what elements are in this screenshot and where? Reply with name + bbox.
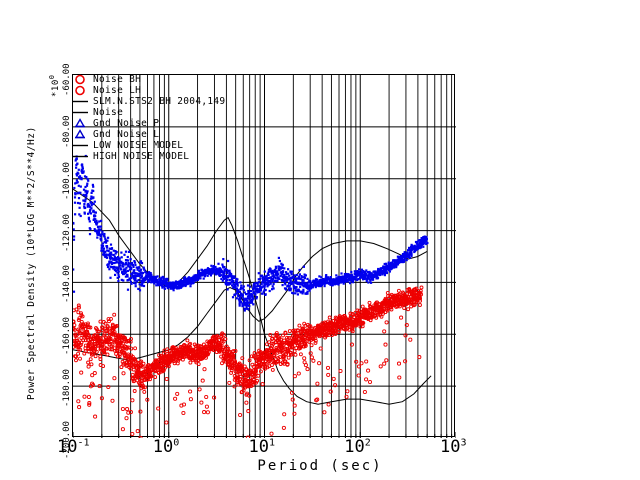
legend-item-label: HIGH NOISE MODEL (93, 151, 190, 162)
legend-item: Gnd Noise P (70, 118, 270, 129)
legend-line-icon (72, 151, 90, 162)
legend-item-label: SLM.N.STS2 BH 2004,149 (93, 96, 226, 107)
legend-item: Gnd Noise L (70, 129, 270, 140)
x-tick-label: 10-1 (57, 437, 90, 457)
grid-lines (73, 75, 456, 438)
legend-item-label: Gnd Noise L (93, 129, 160, 140)
series-noise-bh (73, 154, 429, 312)
y-tick-label: -100.00 (62, 161, 72, 200)
y-axis-exponent: *100 (48, 75, 61, 97)
series-noise-lh (73, 285, 424, 438)
legend-item-label: Gnd Noise P (93, 118, 160, 129)
y-tick-label: -180.00 (62, 369, 72, 408)
legend-line-icon (72, 140, 90, 151)
legend-item-label: Noise BH (93, 74, 142, 85)
legend-circle-icon (72, 85, 90, 96)
legend-item: HIGH NOISE MODEL (70, 151, 270, 162)
x-tick-label: 102 (344, 437, 371, 457)
plot-frame (72, 74, 456, 438)
legend-line-icon (72, 96, 90, 107)
y-axis-title: Power Spectral Density (10*LOG M**2/S**4… (26, 126, 37, 400)
y-exponent-base: *10 (51, 79, 61, 97)
plot-canvas (73, 75, 456, 438)
x-axis-title: Period (sec) (257, 458, 383, 474)
legend-item: LOW NOISE MODEL (70, 140, 270, 151)
legend-item: SLM.N.STS2 BH 2004,149 (70, 96, 270, 107)
x-tick-label: 101 (248, 437, 276, 457)
legend-triangle-icon (72, 118, 90, 129)
y-tick-label: -120.00 (62, 213, 72, 252)
legend-triangle-icon (72, 129, 90, 140)
y-exponent-power: 0 (48, 74, 56, 80)
legend-circle-icon (72, 74, 90, 85)
x-tick-label: 103 (440, 437, 467, 457)
legend-item-label: Noise LH (93, 85, 142, 96)
legend-item-label: LOW NOISE MODEL (93, 140, 184, 151)
axis-tick-marks (73, 432, 456, 438)
legend: Noise BH Noise LH SLM.N.STS2 BH 2004,149 No… (70, 74, 270, 162)
y-tick-label: -160.00 (62, 317, 72, 356)
x-tick-label: 100 (152, 437, 180, 457)
legend-line-icon (72, 107, 90, 118)
legend-item: Noise BH (70, 74, 270, 85)
legend-item: Noise (70, 107, 270, 118)
y-tick-label: -140.00 (62, 265, 72, 304)
legend-item-label: Noise (93, 107, 124, 118)
legend-item: Noise LH (70, 85, 270, 96)
